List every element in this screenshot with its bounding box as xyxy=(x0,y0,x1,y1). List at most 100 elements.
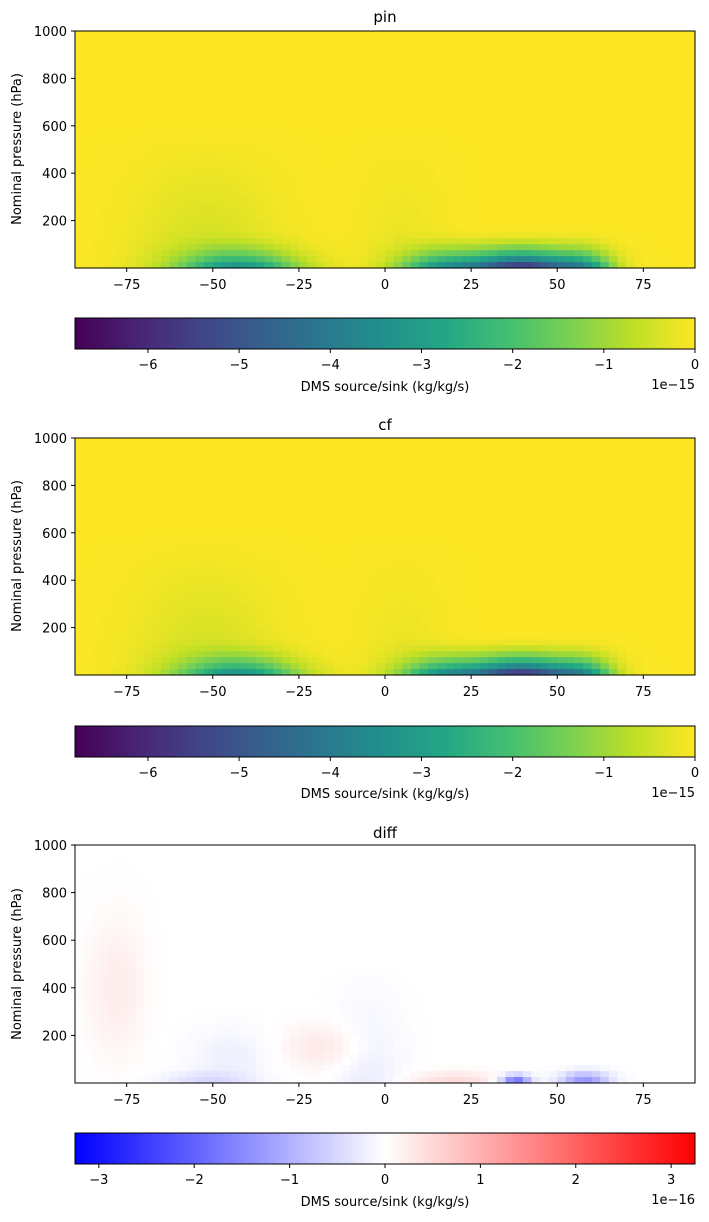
heatmap-cell xyxy=(75,161,84,168)
heatmap-cell xyxy=(428,102,437,109)
heatmap-cell xyxy=(127,43,136,50)
heatmap-cell xyxy=(170,533,179,540)
heatmap-cell xyxy=(221,444,230,451)
heatmap-cell xyxy=(84,539,93,546)
heatmap-cell xyxy=(135,256,144,263)
heatmap-cell xyxy=(101,474,110,481)
heatmap-cell xyxy=(669,256,678,263)
heatmap-cell xyxy=(411,238,420,245)
heatmap-cell xyxy=(351,221,360,228)
heatmap-cell xyxy=(411,227,420,234)
heatmap-cell xyxy=(308,527,317,534)
heatmap-cell xyxy=(75,179,84,186)
heatmap-cell xyxy=(652,203,661,210)
heatmap-cell xyxy=(290,598,299,605)
heatmap-cell xyxy=(170,90,179,97)
heatmap-cell xyxy=(428,497,437,504)
heatmap-cell xyxy=(273,61,282,68)
heatmap-cell xyxy=(411,557,420,564)
heatmap-cell xyxy=(385,244,394,251)
heatmap-cell xyxy=(609,221,618,228)
heatmap-cell xyxy=(549,515,558,522)
heatmap-cell xyxy=(204,144,213,151)
heatmap-cell xyxy=(394,67,403,74)
heatmap-cell xyxy=(643,533,652,540)
heatmap-cell xyxy=(333,43,342,50)
heatmap-cell xyxy=(282,55,291,62)
heatmap-cell xyxy=(161,456,170,463)
heatmap-cell xyxy=(488,450,497,457)
heatmap-cell xyxy=(385,444,394,451)
heatmap-cell xyxy=(368,67,377,74)
heatmap-cell xyxy=(299,533,308,540)
heatmap-cell xyxy=(239,108,248,115)
heatmap-cell xyxy=(531,468,540,475)
heatmap-cell xyxy=(592,438,601,445)
heatmap-cell xyxy=(101,503,110,510)
heatmap-cell xyxy=(273,574,282,581)
heatmap-cell xyxy=(385,161,394,168)
heatmap-cell xyxy=(170,227,179,234)
heatmap-cell xyxy=(523,250,532,257)
heatmap-cell xyxy=(394,61,403,68)
heatmap-cell xyxy=(282,604,291,611)
heatmap-cell xyxy=(84,450,93,457)
heatmap-cell xyxy=(213,90,222,97)
heatmap-cell xyxy=(549,444,558,451)
heatmap-cell xyxy=(75,209,84,216)
heatmap-cell xyxy=(635,485,644,492)
heatmap-cell xyxy=(127,497,136,504)
heatmap-cell xyxy=(316,456,325,463)
heatmap-cell xyxy=(84,96,93,103)
heatmap-cell xyxy=(557,120,566,127)
heatmap-cell xyxy=(213,209,222,216)
heatmap-cell xyxy=(376,462,385,469)
heatmap-cell xyxy=(273,161,282,168)
heatmap-cell xyxy=(411,485,420,492)
heatmap-cell xyxy=(669,598,678,605)
heatmap-cell xyxy=(411,102,420,109)
heatmap-cell xyxy=(92,120,101,127)
heatmap-cell xyxy=(600,72,609,79)
heatmap-cell xyxy=(566,227,575,234)
heatmap-cell xyxy=(419,209,428,216)
heatmap-cell xyxy=(643,185,652,192)
heatmap-cell xyxy=(376,78,385,85)
heatmap-cell xyxy=(609,515,618,522)
heatmap-cell xyxy=(626,67,635,74)
heatmap-cell xyxy=(523,491,532,498)
heatmap-cell xyxy=(92,533,101,540)
heatmap-cell xyxy=(437,78,446,85)
heatmap-cell xyxy=(247,61,256,68)
heatmap-cell xyxy=(609,209,618,216)
heatmap-cell xyxy=(264,491,273,498)
heatmap-cell xyxy=(385,114,394,121)
heatmap-cell xyxy=(643,456,652,463)
heatmap-cell xyxy=(316,43,325,50)
heatmap-cell xyxy=(290,227,299,234)
heatmap-cell xyxy=(669,551,678,558)
heatmap-cell xyxy=(333,114,342,121)
heatmap-cell xyxy=(419,126,428,133)
heatmap-cell xyxy=(230,132,239,139)
heatmap-cell xyxy=(574,462,583,469)
x-tick-label: −75 xyxy=(113,278,140,293)
heatmap-cell xyxy=(635,533,644,540)
heatmap-cell xyxy=(523,209,532,216)
heatmap-cell xyxy=(342,191,351,198)
heatmap-cell xyxy=(609,474,618,481)
heatmap-cell xyxy=(333,515,342,522)
heatmap-cell xyxy=(118,551,127,558)
heatmap-cell xyxy=(686,161,695,168)
heatmap-cell xyxy=(187,78,196,85)
heatmap-cell xyxy=(109,503,118,510)
heatmap-cell xyxy=(247,545,256,552)
heatmap-cell xyxy=(118,527,127,534)
heatmap-cell xyxy=(635,521,644,528)
heatmap-cell xyxy=(264,444,273,451)
heatmap-cell xyxy=(488,545,497,552)
heatmap-cell xyxy=(471,574,480,581)
heatmap-cell xyxy=(264,479,273,486)
heatmap-cell xyxy=(437,509,446,516)
heatmap-cell xyxy=(153,468,162,475)
